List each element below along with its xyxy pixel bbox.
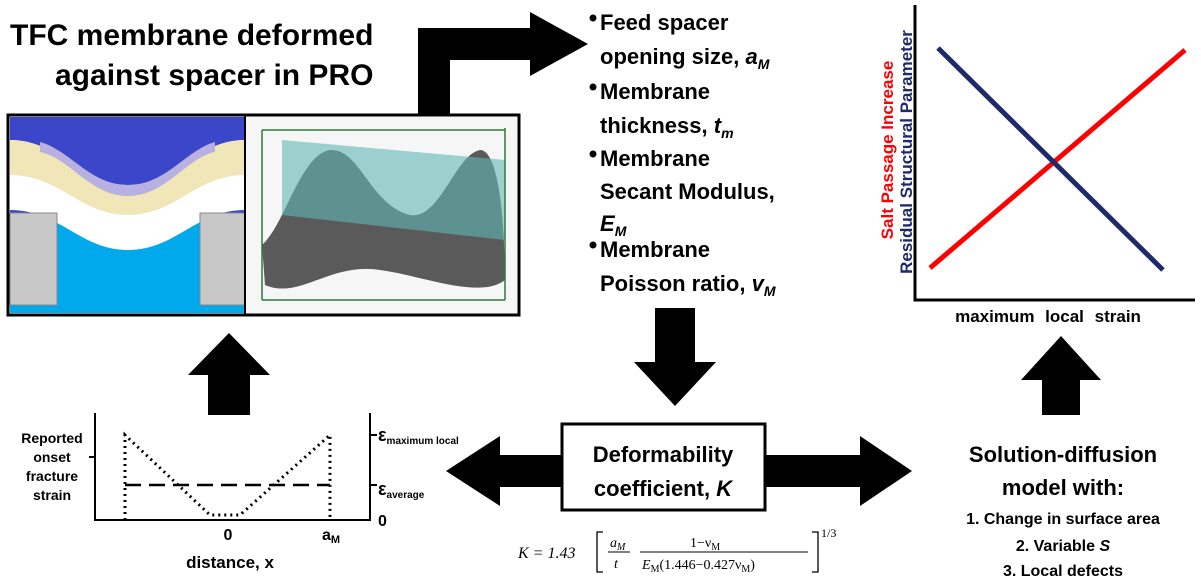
- formula-part: t: [614, 557, 619, 572]
- formula-prefix: K = 1.43: [517, 545, 575, 562]
- symbol: ε: [378, 479, 387, 499]
- parameter-line: Poisson ratio, vM: [600, 271, 776, 299]
- model-title: model with:: [1002, 475, 1124, 500]
- right-tick-label: εmaximum local: [378, 425, 459, 447]
- y-axis-label: fracture: [26, 468, 78, 484]
- parameter-line: thickness,: [600, 113, 708, 138]
- subscript: average: [387, 490, 425, 501]
- formula-exponent: 1/3: [821, 526, 836, 540]
- x-axis-label: maximum local strain: [955, 307, 1141, 326]
- formula-part: M: [741, 564, 750, 575]
- y-axis-label: Reported: [21, 430, 82, 446]
- subscript: M: [758, 56, 770, 72]
- formula-part: 1−ν: [690, 536, 711, 551]
- formula-part: EM(1.446−0.427νM): [641, 558, 755, 575]
- parameter-line: EM: [600, 211, 627, 239]
- subscript: m: [721, 125, 733, 141]
- symbol: E: [600, 211, 616, 236]
- symbol: K: [716, 476, 734, 501]
- right-tick-label: 0: [378, 513, 387, 530]
- y-axis-label: strain: [33, 487, 71, 503]
- formula-part: M: [616, 542, 626, 553]
- model-text: Solution-diffusion model with: 1. Change…: [966, 442, 1160, 580]
- parameter-line: Membrane: [600, 237, 710, 262]
- trend-chart: Salt Passage Increase Residual Structura…: [878, 5, 1195, 326]
- title-line: against spacer in PRO: [55, 59, 373, 92]
- arrows: [188, 12, 1101, 506]
- subscript: M: [615, 223, 627, 239]
- formula-part: ): [750, 558, 755, 573]
- center-line: Deformability: [593, 442, 734, 467]
- parameter-line: Secant Modulus,: [600, 179, 775, 204]
- model-title: Solution-diffusion: [969, 442, 1157, 467]
- model-item: 3. Local defects: [1003, 563, 1123, 580]
- formula-part: 1−νM: [690, 536, 720, 553]
- model-item: 2. Variable S: [1016, 538, 1111, 555]
- x-tick-label: 0: [224, 527, 233, 544]
- symbol: t: [714, 113, 723, 138]
- symbol: v: [752, 271, 766, 296]
- parameter-line: Poisson ratio,: [600, 271, 745, 296]
- right-tick-label: εaverage: [378, 479, 425, 501]
- parameter-line: Membrane: [600, 146, 710, 171]
- parameter-line: thickness, tm: [600, 113, 734, 141]
- series-label: Salt Passage Increase: [878, 61, 897, 240]
- model-item: 1. Change in surface area: [966, 511, 1160, 528]
- x-tick-label: aM: [322, 527, 340, 546]
- center-box: [560, 422, 767, 512]
- formula-part: (1.446−0.427ν: [659, 558, 741, 573]
- subscript: M: [764, 283, 776, 299]
- membrane-images: [6, 113, 521, 317]
- center-line: coefficient,: [594, 476, 710, 501]
- parameter-list: Feed spacer opening size, aM Membrane th…: [589, 10, 776, 299]
- formula-part: M: [711, 542, 720, 553]
- parameter-line: opening size,: [600, 44, 739, 69]
- formula-part: M: [651, 564, 660, 575]
- symbol: S: [1099, 538, 1110, 555]
- formula-part: E: [641, 558, 651, 573]
- parameter-line: Membrane: [600, 79, 710, 104]
- symbol: ε: [378, 425, 387, 445]
- title-line: TFC membrane deformed: [10, 19, 373, 52]
- formula-part: a: [610, 536, 617, 551]
- symbol: a: [322, 527, 331, 544]
- subscript: maximum local: [387, 436, 459, 447]
- parameter-line: opening size, aM: [600, 44, 770, 72]
- series-label: Residual Structural Parameter: [897, 30, 916, 274]
- parameter-line: Feed spacer: [600, 10, 729, 35]
- x-axis-label: distance, x: [186, 553, 274, 572]
- center-line: coefficient, K: [594, 476, 734, 501]
- formula-part: aM: [610, 536, 626, 553]
- y-axis-label: onset: [33, 449, 71, 465]
- strain-chart: Reported onset fracture strain εmaximum …: [21, 413, 459, 572]
- symbol: a: [745, 44, 757, 69]
- subscript: M: [331, 534, 340, 546]
- formula: K = 1.43 aM t 1−νM EM(1.446−0.427νM) 1/3: [517, 526, 836, 575]
- model-item: 2. Variable: [1016, 538, 1095, 555]
